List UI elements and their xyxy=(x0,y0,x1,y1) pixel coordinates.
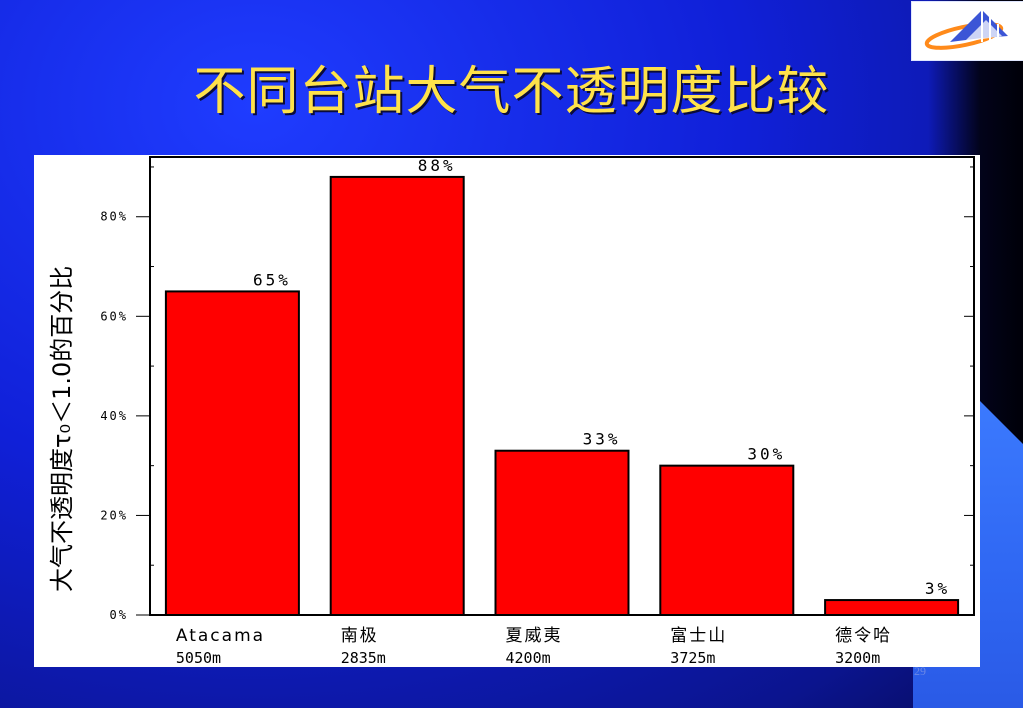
slide-title: 不同台站大气不透明度比较 xyxy=(193,62,830,122)
bar-value-label: 3% xyxy=(925,579,950,598)
bar xyxy=(659,464,795,616)
bar xyxy=(494,449,630,616)
x-tick-label: 南极 xyxy=(341,626,379,646)
y-tick-label: 40% xyxy=(100,409,128,423)
x-tick-sublabel: 2835m xyxy=(341,649,386,667)
bar-value-label: 88% xyxy=(418,156,456,175)
y-tick-label: 80% xyxy=(100,210,128,224)
x-tick-label: Atacama xyxy=(176,626,265,646)
y-tick-label: 60% xyxy=(100,309,128,323)
x-tick-label: 德令哈 xyxy=(835,626,892,646)
bar-value-label: 65% xyxy=(253,270,291,289)
bar-value-label: 33% xyxy=(583,430,621,449)
x-tick-label: 夏威夷 xyxy=(506,626,563,646)
bar-value-label: 30% xyxy=(747,445,785,464)
y-tick-label: 20% xyxy=(100,508,128,522)
page-number: 29 xyxy=(914,664,926,678)
x-tick-sublabel: 3200m xyxy=(835,649,880,667)
y-axis-label: 大气不透明度τ₀＜1.0的百分比 xyxy=(48,265,76,592)
bar xyxy=(164,290,300,616)
x-tick-sublabel: 5050m xyxy=(176,649,221,667)
bar-chart: 0% 20% 40% 60% 80% 65% Atacama 5050m 88% 南极 2835m 3… xyxy=(100,156,975,667)
bar xyxy=(329,175,465,616)
bar xyxy=(824,599,960,616)
y-tick-label: 0% xyxy=(110,608,128,622)
x-tick-sublabel: 4200m xyxy=(506,649,551,667)
x-tick-sublabel: 3725m xyxy=(670,649,715,667)
x-tick-label: 富士山 xyxy=(670,626,727,646)
chart-panel: 0% 20% 40% 60% 80% 65% Atacama 5050m 88% 南极 2835m 3… xyxy=(34,155,980,667)
logo-icon xyxy=(924,10,1008,50)
logo xyxy=(911,1,1023,61)
